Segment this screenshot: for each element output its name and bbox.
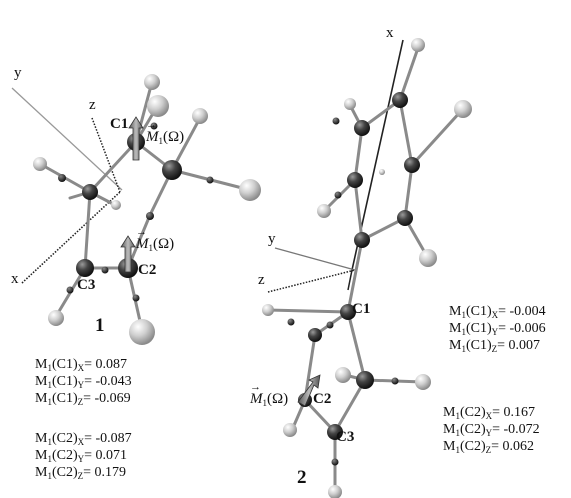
mol2-c3-label: C3: [336, 429, 355, 445]
mol2-x-axis-tail: [347, 269, 353, 291]
mol1-x-axis: [21, 191, 121, 284]
mol2-c2-moment-arrow: [297, 374, 321, 407]
table-row: M1(C2)X= -0.087: [35, 431, 132, 447]
mol2-h-atom: [419, 249, 437, 267]
table-row: M1(C2)Z= 0.179: [35, 465, 127, 481]
mol2-h-atom: [328, 485, 342, 498]
table-row: M1(C2)Y= -0.072: [443, 422, 540, 438]
mol1-c2-label: C2: [138, 262, 157, 278]
vector-arrow-icon: →: [250, 381, 261, 393]
mol2-c-atom: [356, 371, 374, 389]
mol1-small-atom: [150, 122, 158, 130]
mol2-c1-atom: [340, 304, 356, 320]
mol1-c2-moment-table: M1(C2)X= -0.087 M1(C2)Y= 0.071 M1(C2)Z= …: [35, 430, 132, 481]
mol1-h-atom: [33, 157, 47, 171]
mol2-c3-atom: [327, 424, 343, 440]
mol2-c1-label: C1: [352, 301, 371, 317]
table-row: M1(C1)Y= -0.006: [449, 321, 546, 337]
mol2-small-atom: [332, 117, 340, 125]
mol1-atoms: [33, 74, 261, 345]
mol2-c-atom: [354, 120, 370, 136]
mol2-c-atom: [347, 172, 363, 188]
mol2-h-atom: [317, 204, 331, 218]
mol2-small-atom: [326, 321, 334, 329]
mol2-small-atom: [287, 318, 295, 326]
mol1-small-atom: [101, 266, 109, 274]
mol1-z-axis-label: z: [89, 97, 96, 113]
mol1-y-axis-label: y: [14, 65, 22, 81]
molecule-2-number: 2: [297, 467, 307, 488]
mol1-c1-moment-arrow: [128, 116, 144, 161]
mol1-x-axis-label: x: [11, 271, 19, 287]
mol1-small-atom: [132, 294, 140, 302]
mol1-c1-moment-label: → M1(Ω): [146, 119, 185, 146]
mol1-c-atom: [162, 160, 182, 180]
mol2-small-atom: [391, 377, 399, 385]
table-row: M1(C1)Z= 0.007: [449, 338, 541, 354]
molecule-1-number: 1: [95, 315, 105, 336]
mol2-c-atom: [354, 232, 370, 248]
mol2-c-atom: [392, 92, 408, 108]
mol1-small-atom: [146, 212, 154, 220]
table-row: M1(C2)Z= 0.062: [443, 439, 535, 455]
mol2-h-atom: [344, 98, 356, 110]
molecule-1: [11, 74, 261, 345]
mol2-x-axis-label: x: [386, 25, 394, 41]
mol1-y-axis: [11, 87, 123, 191]
table-row: M1(C1)Y= -0.043: [35, 374, 132, 390]
mol2-atoms: [262, 38, 472, 498]
mol2-c-atom: [397, 210, 413, 226]
mol1-h-atom: [147, 95, 169, 117]
mol2-small-atom: [334, 191, 342, 199]
mol1-small-atom: [66, 286, 74, 294]
mol1-small-atom: [58, 174, 66, 182]
mol2-c2-label: C2: [313, 391, 332, 407]
mol1-h-atom: [129, 319, 155, 345]
mol1-c1-moment-table: M1(C1)X= 0.087 M1(C1)Y= -0.043 M1(C1)Z= …: [35, 356, 132, 407]
vector-arrow-icon: →: [136, 226, 147, 238]
table-row: M1(C2)X= 0.167: [443, 405, 536, 421]
table-row: M1(C2)Y= 0.071: [35, 448, 128, 464]
mol2-c2-moment-label: → M1(Ω): [250, 381, 289, 408]
mol1-c3-label: C3: [77, 277, 96, 293]
mol1-h-atom: [144, 74, 160, 90]
mol1-c3-atom: [76, 259, 94, 277]
mol1-c1-label: C1: [110, 116, 129, 132]
mol2-h-atom: [411, 38, 425, 52]
mol1-axes: [11, 87, 123, 284]
table-row: M1(C1)Z= -0.069: [35, 391, 131, 407]
mol2-y-axis: [274, 247, 356, 271]
mol1-h-atom: [192, 108, 208, 124]
mol2-h-atom: [415, 374, 431, 390]
mol2-h-atom: [335, 367, 351, 383]
mol2-small-atom: [331, 458, 339, 466]
mol2-c-atom: [404, 157, 420, 173]
mol1-z-axis: [91, 117, 121, 193]
mol2-c2-moment-table: M1(C2)X= 0.167 M1(C2)Y= -0.072 M1(C2)Z= …: [443, 404, 540, 455]
table-row: M1(C1)X= 0.087: [35, 357, 128, 373]
mol2-y-axis-label: y: [268, 231, 276, 247]
mol2-h-atom: [283, 423, 297, 437]
mol2-c-atom: [308, 328, 322, 342]
mol1-c-atom: [82, 184, 98, 200]
vector-arrow-icon: →: [146, 119, 157, 131]
mol1-h-atom: [48, 310, 64, 326]
mol2-h-atom: [379, 169, 385, 175]
mol2-z-axis: [267, 269, 356, 293]
mol2-axes: [267, 39, 404, 293]
mol2-z-axis-label: z: [258, 272, 265, 288]
mol2-bonds: [266, 46, 464, 494]
mol2-h-atom: [262, 304, 274, 316]
mol1-c2-moment-arrow: [120, 235, 136, 273]
mol1-c2-moment-label: → M1(Ω): [136, 226, 175, 253]
molecule-2: [262, 38, 472, 498]
mol1-h-atom: [111, 200, 121, 210]
mol2-h-atom: [454, 100, 472, 118]
mol1-small-atom: [206, 176, 214, 184]
table-row: M1(C1)X= -0.004: [449, 304, 546, 320]
mol1-h-atom: [239, 179, 261, 201]
mol2-c1-moment-table: M1(C1)X= -0.004 M1(C1)Y= -0.006 M1(C1)Z=…: [449, 303, 569, 354]
